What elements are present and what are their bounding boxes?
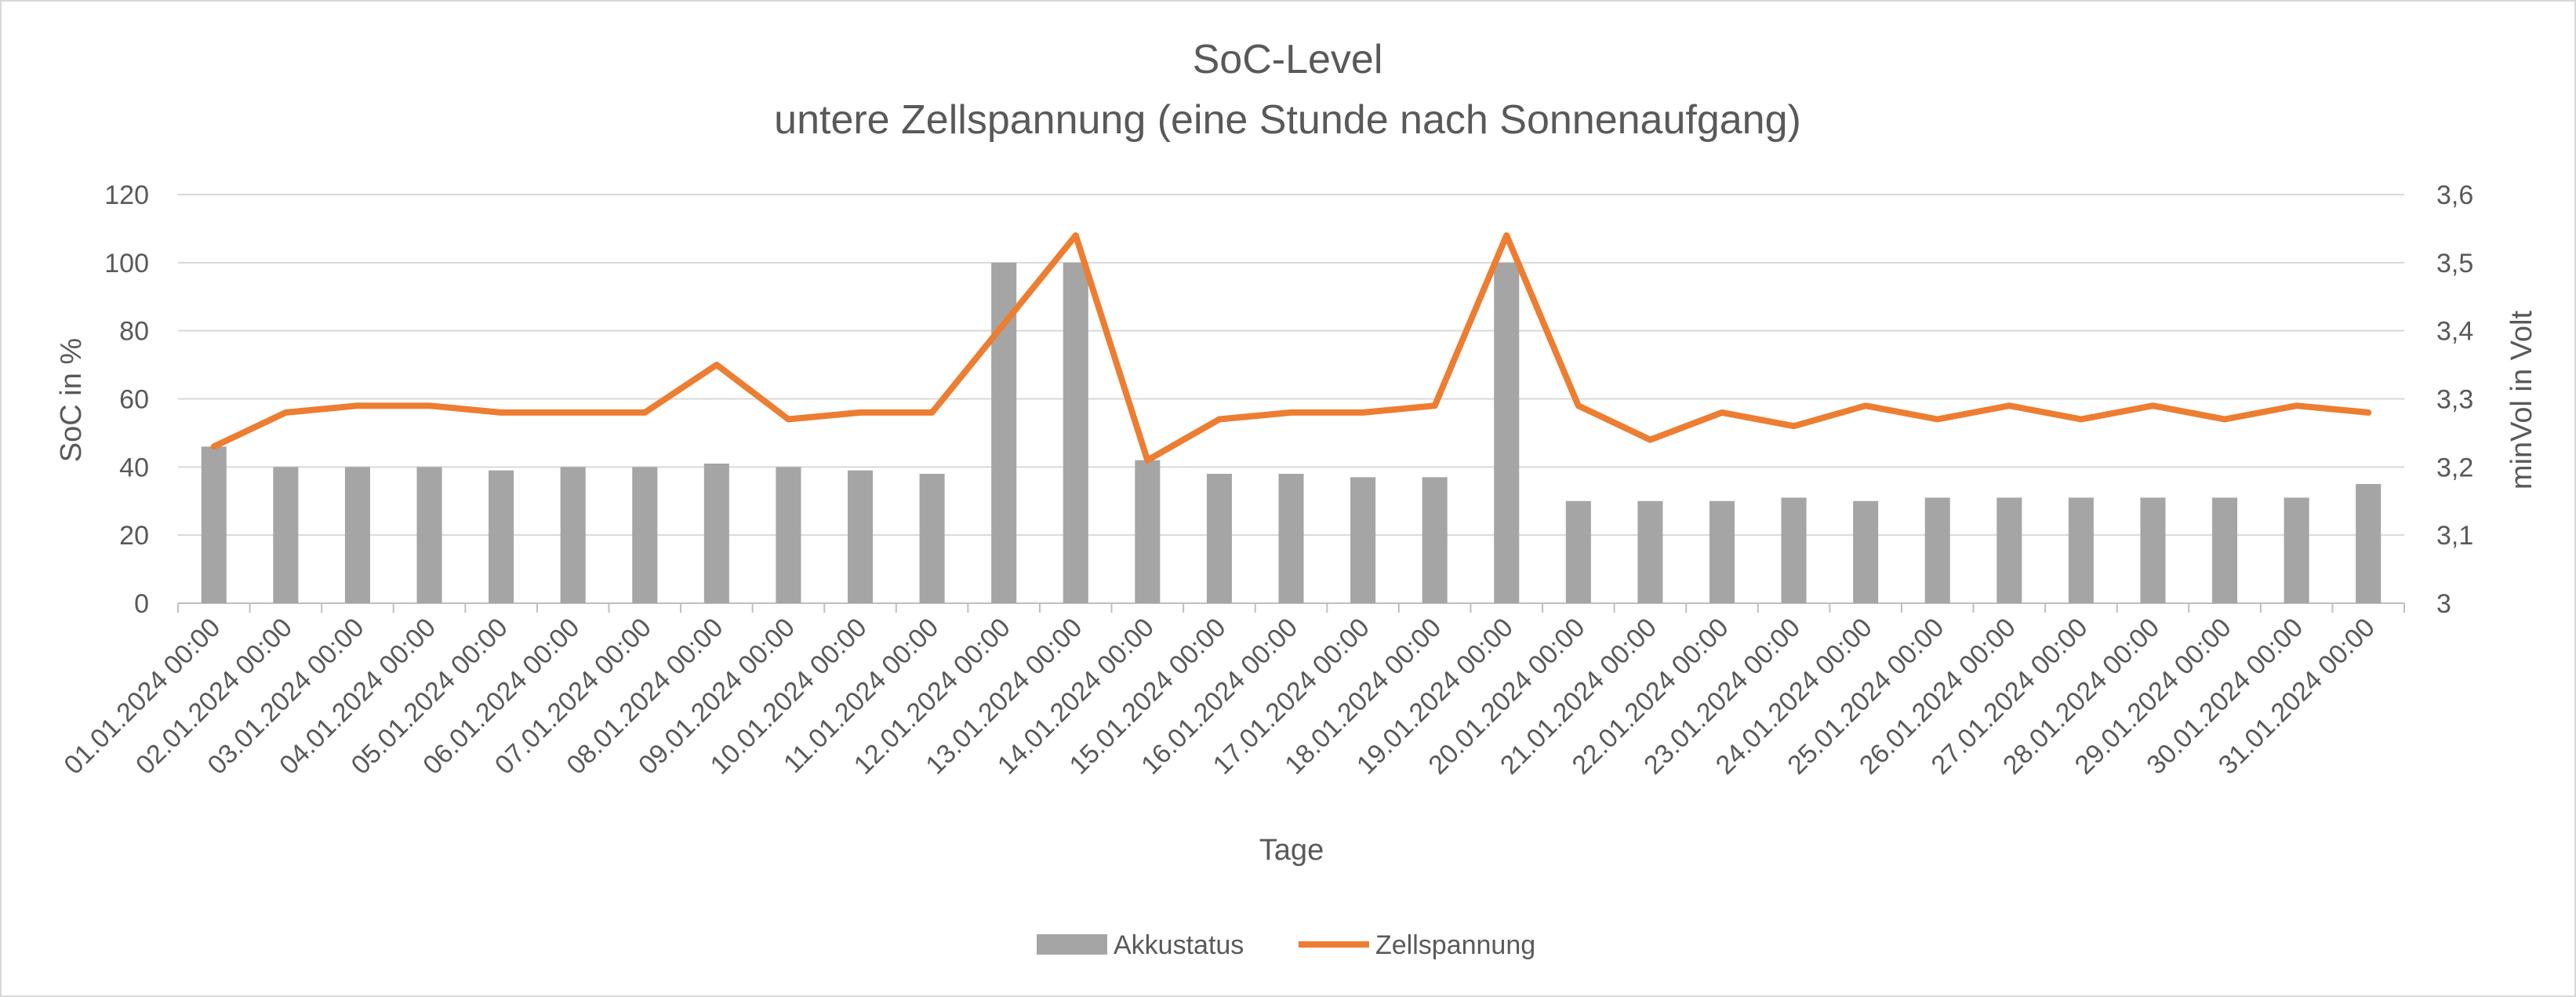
y-right-tick-label: 3,3: [2436, 385, 2473, 415]
line-point: [1290, 411, 1292, 413]
bar: [489, 470, 514, 603]
bar: [1853, 500, 1879, 603]
y-axis-right-title: minVol in Volt: [2505, 310, 2538, 489]
line-point: [1720, 411, 1723, 413]
bar: [273, 467, 299, 603]
y-right-tick-label: 3: [2436, 589, 2451, 619]
line-point: [644, 411, 646, 413]
bar: [919, 474, 945, 603]
bar: [776, 467, 801, 603]
y-right-tick-label: 3,1: [2436, 521, 2473, 551]
legend-swatch-akkustatus: [1037, 934, 1107, 955]
bar: [1924, 497, 1950, 603]
line-point: [1433, 405, 1436, 407]
bar: [1422, 477, 1448, 603]
bar: [2140, 497, 2166, 603]
bar: [2284, 497, 2309, 603]
x-axis-title: Tage: [1259, 834, 1324, 867]
y-right-tick-label: 3,2: [2436, 453, 2473, 482]
bar: [2068, 497, 2094, 603]
line-point: [2367, 411, 2370, 413]
left-axis-ticks: 0 20 40 60 80 100 120: [104, 180, 149, 619]
line-point: [285, 411, 287, 413]
y-left-tick-label: 40: [119, 453, 149, 482]
bar: [1709, 500, 1735, 603]
line-point: [1793, 425, 1795, 428]
bar: [1637, 500, 1663, 603]
bar: [201, 446, 227, 603]
bar: [2212, 497, 2238, 603]
bar: [847, 470, 874, 603]
line-point: [572, 411, 574, 413]
bar: [1278, 474, 1304, 603]
line-series-zellspannung: [210, 232, 2372, 464]
line-point: [1218, 418, 1220, 420]
bar: [1565, 500, 1591, 603]
bar: [703, 463, 729, 603]
line-point: [1146, 459, 1149, 461]
right-axis-ticks: 3 3,1 3,2 3,3 3,4 3,5 3,6: [2436, 180, 2473, 619]
line-point: [2224, 418, 2226, 420]
line-point: [2295, 405, 2298, 407]
line-point: [356, 405, 358, 407]
y-right-tick-label: 3,5: [2436, 249, 2473, 278]
gridlines: [177, 194, 2405, 613]
line-point: [1362, 411, 1364, 413]
line-point: [859, 411, 862, 413]
line-point: [1003, 322, 1005, 325]
bar-series-akkustatus: [201, 262, 2382, 603]
line-point: [2008, 405, 2011, 407]
line-point: [787, 418, 790, 420]
legend-label-zellspannung: Zellspannung: [1375, 930, 1535, 960]
bar: [1135, 460, 1161, 603]
bar: [1063, 262, 1088, 603]
legend: Akkustatus Zellspannung: [1037, 930, 1535, 960]
y-left-tick-label: 0: [134, 589, 149, 619]
line-point: [2080, 418, 2082, 420]
line-point: [1936, 418, 1938, 420]
y-right-tick-label: 3,4: [2436, 317, 2473, 347]
bar: [1996, 497, 2022, 603]
bar: [344, 467, 370, 603]
line-point: [1074, 235, 1077, 237]
line-point: [213, 446, 215, 448]
line-point: [715, 364, 718, 366]
y-left-tick-label: 60: [119, 385, 149, 415]
line-point: [1649, 438, 1651, 441]
bar: [1350, 477, 1376, 603]
line-point: [2152, 405, 2154, 407]
line-point: [931, 411, 933, 413]
chart-title: SoC-Level: [1193, 37, 1383, 82]
y-right-tick-label: 3,6: [2436, 180, 2473, 210]
series-line-zellspannung: [210, 232, 2372, 464]
bar: [560, 467, 586, 603]
y-left-tick-label: 100: [104, 249, 149, 278]
bar: [632, 467, 658, 603]
bar: [416, 467, 442, 603]
line-point: [1506, 235, 1508, 237]
y-left-tick-label: 20: [119, 521, 149, 551]
chart-subtitle: untere Zellspannung (eine Stunde nach So…: [774, 97, 1801, 143]
y-left-tick-label: 120: [104, 180, 149, 210]
line-point: [1577, 405, 1579, 407]
bar: [1781, 497, 1807, 603]
legend-label-akkustatus: Akkustatus: [1114, 930, 1244, 960]
bar: [1494, 262, 1520, 603]
y-axis-left-title: SoC in %: [55, 338, 88, 462]
bar: [2356, 484, 2382, 603]
y-left-tick-label: 80: [119, 317, 149, 347]
bar: [1206, 474, 1232, 603]
line-point: [1865, 405, 1867, 407]
line-point: [428, 405, 431, 407]
line-point: [500, 411, 503, 413]
